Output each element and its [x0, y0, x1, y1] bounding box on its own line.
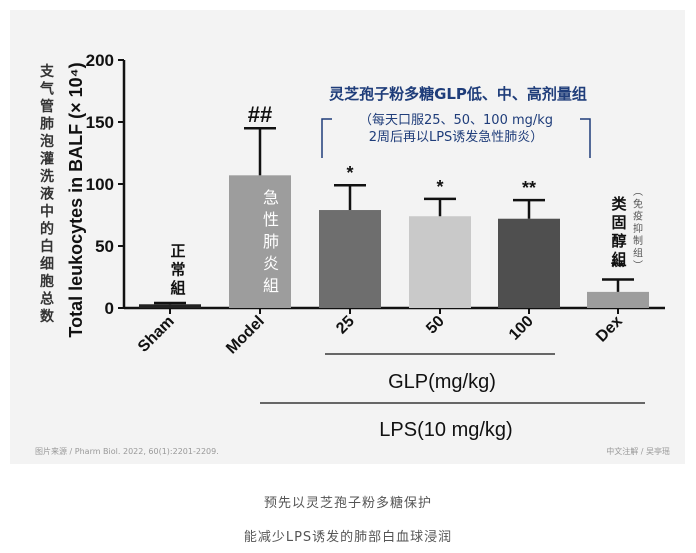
sham-label-char: 正	[170, 242, 185, 260]
y-axis-label-cn-char: 支	[39, 63, 55, 80]
bar-25	[319, 210, 381, 308]
bar-dex	[587, 291, 649, 308]
sham-label-char: 組	[170, 279, 185, 297]
bar-sham	[139, 304, 201, 308]
dex-sublabel-char: 组	[633, 247, 643, 260]
significance-marker: *	[346, 163, 353, 183]
annotation-title: 灵芝孢子粉多糖GLP低、中、高剂量组	[329, 85, 587, 103]
sham-label-char: 常	[170, 261, 185, 279]
y-axis-label-cn-char: 气	[39, 81, 54, 98]
x-tick-label: 50	[423, 313, 448, 338]
chart-bars	[139, 175, 649, 308]
annotation-bracket	[321, 118, 591, 158]
annotation-line-2: 2周后再以LPS诱发急性肺炎）	[369, 129, 544, 145]
dex-label-char: 固	[611, 214, 626, 232]
dex-sublabel-char: 抑	[633, 223, 643, 235]
annotation-line-1: （每天口服25、50、100 mg/kg	[359, 112, 553, 128]
x-tick-labels: Sham Model 25 50 100 Dex	[135, 313, 626, 358]
dex-label-char: 类	[611, 195, 627, 213]
figure-panel: 0 50 100 150 200 ## * * ** ** Sham Model 25 50 100 De…	[10, 10, 685, 464]
bar-50	[409, 216, 471, 308]
lps-group-label: LPS(10 mg/kg)	[379, 419, 512, 441]
model-label-char: 性	[263, 210, 279, 229]
dex-sublabel-char: 免	[633, 197, 643, 210]
x-tick-label: Model	[223, 313, 268, 358]
y-axis-label-cn-char: 洗	[40, 168, 54, 185]
chart-error-bars: ##** ****	[154, 102, 634, 305]
x-tick-label: Sham	[135, 313, 178, 356]
dex-label-char: 組	[611, 251, 626, 269]
caption-line-1: 预先以灵芝孢子粉多糖保护	[263, 496, 432, 511]
chart-axes: 0 50 100 150 200	[86, 51, 665, 318]
x-tick-label: 25	[333, 313, 358, 338]
model-label-char: 組	[263, 276, 279, 295]
significance-marker: ##	[248, 102, 272, 127]
credit-note: 中文注解 / 吴亭瑶	[606, 446, 670, 456]
y-axis-label-cn-char: 细	[40, 256, 54, 273]
y-axis-label-cn-char: 数	[40, 308, 55, 325]
y-tick-label: 200	[86, 51, 114, 70]
significance-marker: **	[522, 178, 536, 198]
model-label-char: 炎	[263, 254, 279, 273]
model-label-char: 肺	[263, 232, 279, 251]
y-axis-label-cn-char: 的	[40, 221, 54, 238]
y-axis-label: Total leukocytes in BALF (× 10⁴)	[66, 62, 86, 337]
y-axis-label-cn-char: 肺	[40, 117, 54, 133]
model-label-char: 急	[263, 188, 279, 207]
caption-line-2: 能减少LPS诱发的肺部白血球浸润	[243, 530, 453, 545]
y-axis-label-cn-char: 管	[40, 98, 54, 115]
y-axis-label-cn-char: 总	[40, 291, 54, 308]
source-note: 图片来源 / Pharm Biol. 2022, 60(1):2201-2209…	[35, 446, 219, 456]
dex-sublabel-char: ︵	[633, 187, 643, 198]
bar-100	[498, 218, 560, 308]
dex-sublabel-char: ︶	[633, 260, 643, 272]
glp-group-label: GLP(mg/kg)	[388, 371, 496, 393]
y-axis-label-cn-char: 白	[40, 238, 54, 255]
y-axis-label-cn-char: 胞	[39, 273, 54, 290]
y-axis-label-cn-char: 泡	[40, 133, 54, 150]
dex-label-char: 醇	[611, 232, 626, 250]
y-tick-label: 50	[95, 237, 114, 256]
y-axis-label-cn-char: 中	[40, 203, 54, 220]
dex-sublabel-char: 疫	[633, 210, 643, 223]
x-tick-label: 100	[506, 313, 537, 344]
y-axis-label-cn-char: 液	[40, 186, 55, 203]
y-tick-label: 100	[86, 175, 114, 194]
dex-sublabel-char: 制	[633, 234, 643, 247]
significance-marker: *	[436, 177, 443, 197]
y-axis-label-cn-char: 灌	[40, 151, 54, 168]
y-tick-label: 150	[86, 113, 114, 132]
bar-model	[229, 175, 291, 308]
significance-marker: **	[611, 257, 625, 277]
sham-bar-label: 正常組	[170, 242, 185, 297]
y-tick-label: 0	[105, 299, 114, 318]
x-tick-label: Dex	[593, 313, 626, 346]
